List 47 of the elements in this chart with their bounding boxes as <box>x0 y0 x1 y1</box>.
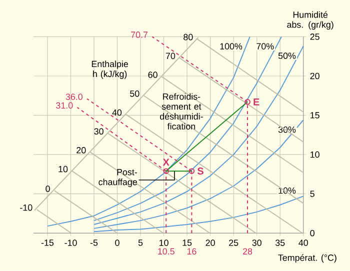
annotation: 28 <box>243 248 252 255</box>
x-tick-label: -15 <box>41 240 54 246</box>
x-tick-label: 40 <box>298 240 308 246</box>
x-tick-label: 25 <box>229 240 238 246</box>
annotation: 50 <box>130 90 140 97</box>
annotation: 40 <box>112 109 122 116</box>
annotation: 16 <box>187 248 196 255</box>
series-label: 50% <box>278 52 296 59</box>
series-label: 70% <box>256 43 274 50</box>
annotation: Post- chauffage <box>98 169 137 188</box>
x-tick-label: 30 <box>252 240 262 246</box>
x-tick-label: 5 <box>138 240 143 246</box>
y-tick-label: 10 <box>310 151 320 158</box>
series-label: X <box>162 158 170 166</box>
annotation: 10 <box>58 166 68 172</box>
annotation: 70 <box>166 52 176 60</box>
annotation: Refroidis- sement et déshumidi- fication <box>160 93 203 130</box>
x-tick-label: 20 <box>206 240 215 246</box>
annotation: 0 <box>46 186 50 192</box>
annotation: 80 <box>184 34 193 40</box>
series-label: S <box>197 168 204 175</box>
series-label: 10% <box>278 187 296 194</box>
annotation: 70.7 <box>131 32 148 38</box>
y-axis-title: Humidité abs. (gr/kg) <box>287 11 334 30</box>
y-tick-label: 5 <box>310 190 314 198</box>
annotation: -10 <box>20 204 32 211</box>
annotation: 10.5 <box>158 248 174 255</box>
series-label: 100% <box>220 43 242 50</box>
x-tick-label: 0 <box>115 240 120 246</box>
x-tick-label: 10 <box>160 240 168 246</box>
series-label: 30% <box>278 126 296 133</box>
annotation: 20 <box>76 147 86 154</box>
series-label: E <box>254 98 260 106</box>
annotation: Enthalpie h (kJ/kg) <box>92 60 128 79</box>
y-tick-label: 0 <box>310 230 314 236</box>
annotation: 31.0 <box>56 102 73 109</box>
annotation: 60 <box>148 72 158 78</box>
x-tick-label: 15 <box>182 240 192 246</box>
x-tick-label: -10 <box>64 240 77 246</box>
y-tick-label: 20 <box>310 72 320 80</box>
x-tick-label: -5 <box>90 240 98 246</box>
annotation: 30 <box>94 128 104 135</box>
x-tick-label: 35 <box>275 240 285 246</box>
x-axis-title: Températ. (°C) <box>278 254 336 263</box>
y-tick-label: 25 <box>310 34 320 40</box>
y-tick-label: 15 <box>310 112 320 118</box>
annotation: 36.0 <box>66 94 83 100</box>
